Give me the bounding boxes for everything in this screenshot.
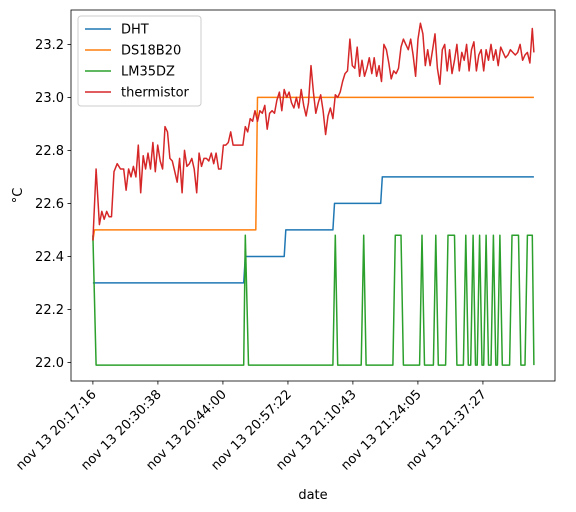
legend-label: LM35DZ [121, 65, 175, 80]
y-tick-label: 22.0 [35, 356, 64, 371]
x-axis-label: date [298, 488, 327, 503]
y-tick-label: 23.2 [35, 38, 64, 53]
y-tick-label: 22.2 [35, 303, 64, 318]
y-tick-label: 22.8 [35, 144, 64, 159]
y-tick-label: 22.6 [35, 197, 64, 212]
y-tick-label: 22.4 [35, 250, 64, 265]
axes-frame [70, 9, 556, 382]
legend-label: DS18B20 [121, 44, 181, 59]
y-tick-label: 23.0 [35, 91, 64, 106]
legend-box [77, 15, 202, 107]
y-axis: 22.0 22.2 22.4 22.6 22.8 23.0 23.2 [35, 38, 71, 371]
plot-area [92, 22, 535, 366]
legend-label: DHT [121, 23, 149, 38]
series-line-LM35DZ [92, 234, 535, 366]
legend-label: thermistor [121, 86, 190, 101]
y-axis-label: °C [11, 188, 26, 204]
series-line-thermistor [92, 22, 535, 241]
legend: DHT DS18B20 LM35DZ thermistor [77, 15, 202, 107]
